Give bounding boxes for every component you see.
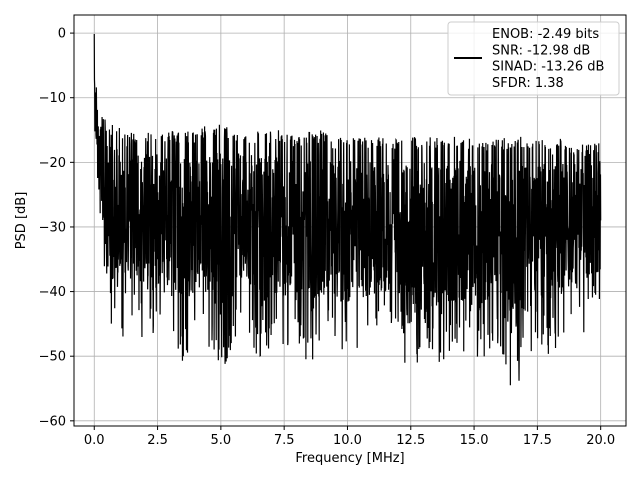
legend-box — [447, 21, 620, 96]
y-tick-label: −10 — [39, 91, 66, 106]
legend: ENOB: -2.49 bits SNR: -12.98 dB SINAD: -… — [447, 21, 620, 96]
x-tick-label: 17.5 — [523, 433, 552, 448]
psd-series-line — [93, 33, 602, 386]
x-tick-label: 7.5 — [274, 433, 295, 448]
legend-entry-enob: ENOB: -2.49 bits — [492, 27, 599, 42]
y-tick-label: −30 — [39, 220, 66, 235]
x-tick-label: 12.5 — [396, 433, 425, 448]
y-tick-label: −20 — [39, 156, 66, 171]
x-tick-label: 10.0 — [333, 433, 362, 448]
x-tick-label: 2.5 — [147, 433, 168, 448]
y-tick-label: −60 — [39, 414, 66, 429]
axes-frame — [73, 14, 627, 427]
x-axis-label: Frequency [MHz] — [295, 451, 404, 466]
x-tick-label: 15.0 — [460, 433, 489, 448]
y-tick-label: 0 — [58, 27, 66, 42]
legend-entry-sfdr: SFDR: 1.38 — [492, 76, 564, 91]
legend-entry-snr: SNR: -12.98 dB — [492, 43, 590, 58]
y-tick-label: −40 — [39, 285, 66, 300]
x-tick-label: 0.0 — [84, 433, 105, 448]
legend-entry-sinad: SINAD: -13.26 dB — [492, 60, 604, 75]
y-tick-label: −50 — [39, 350, 66, 365]
axes: 0.0 2.5 5.0 7.5 10.0 12.5 15.0 17.5 20.0 0 −10 −20 −… — [39, 14, 627, 448]
x-tick-label: 5.0 — [211, 433, 232, 448]
x-tick-label: 20.0 — [586, 433, 615, 448]
y-axis-label: PSD [dB] — [14, 192, 29, 250]
plot-area — [93, 33, 602, 386]
